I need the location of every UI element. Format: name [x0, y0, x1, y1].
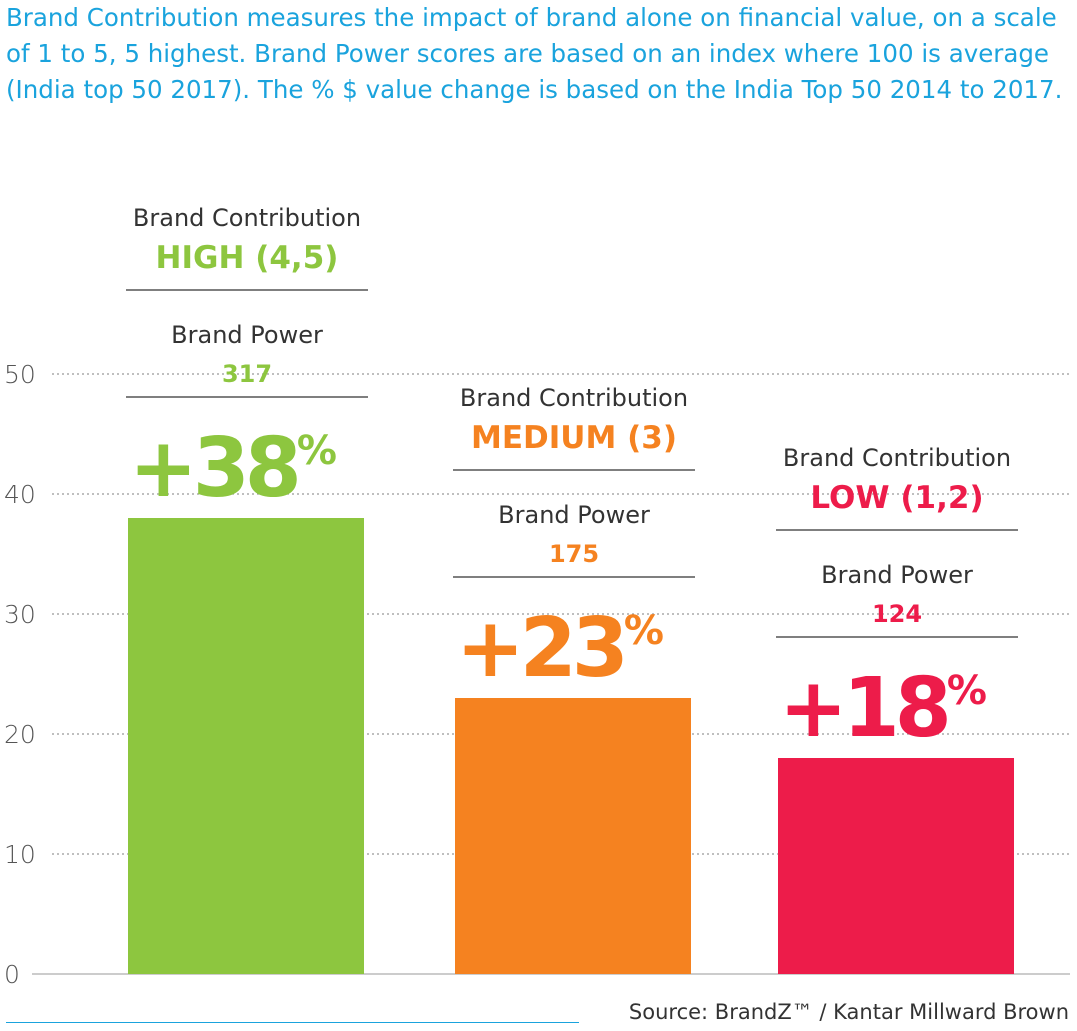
- y-tick-label: 10: [4, 840, 36, 869]
- source-note: Source: BrandZ™ / Kantar Millward Brown: [628, 1000, 1069, 1024]
- percent-change-label: +38%: [129, 421, 337, 516]
- contribution-level: LOW (1,2): [810, 480, 983, 516]
- intro-text: Brand Contribution measures the impact o…: [6, 3, 1063, 104]
- y-tick-label: 40: [4, 480, 36, 509]
- brand-power-label: Brand Power: [498, 501, 650, 529]
- y-tick-label: 50: [4, 360, 36, 389]
- y-tick-label: 30: [4, 600, 36, 629]
- source-underline: [6, 1022, 579, 1023]
- contribution-label: Brand Contribution: [783, 444, 1011, 472]
- contribution-label: Brand Contribution: [460, 384, 688, 412]
- contribution-label: Brand Contribution: [133, 204, 361, 232]
- percent-change-label: +18%: [779, 661, 987, 756]
- y-tick-label: 0: [4, 960, 20, 989]
- brand-power-value: 175: [549, 540, 599, 568]
- brand-power-label: Brand Power: [821, 561, 973, 589]
- brand-power-value: 317: [222, 360, 272, 388]
- bar: [128, 518, 364, 974]
- bar: [778, 758, 1014, 974]
- percent-change-label: +23%: [456, 601, 664, 696]
- contribution-level: MEDIUM (3): [471, 420, 677, 456]
- brand-power-label: Brand Power: [171, 321, 323, 349]
- bar: [455, 698, 691, 974]
- y-tick-label: 20: [4, 720, 36, 749]
- brand-power-value: 124: [872, 600, 922, 628]
- contribution-level: HIGH (4,5): [156, 240, 339, 276]
- bar-chart: 0 10 20 30 40 50 +38% 317 Brand Power HIGH (4,5) B…: [4, 204, 1070, 989]
